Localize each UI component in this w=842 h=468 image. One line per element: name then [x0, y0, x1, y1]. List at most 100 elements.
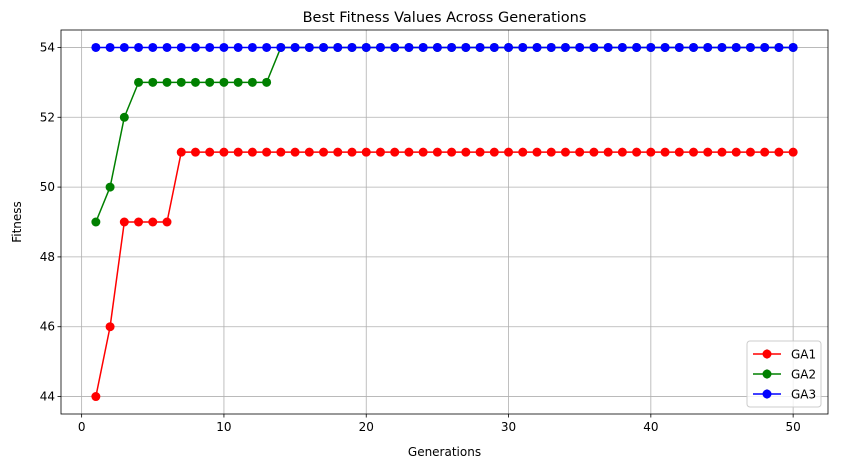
- data-point-ga1: [745, 147, 755, 157]
- legend-label: GA2: [791, 368, 816, 382]
- data-point-ga3: [731, 42, 741, 52]
- legend-item-ga3: GA3: [753, 388, 816, 402]
- data-point-ga3: [589, 42, 599, 52]
- data-point-ga1: [504, 147, 514, 157]
- legend: GA1 GA2 GA3: [746, 340, 822, 408]
- data-point-ga1: [731, 147, 741, 157]
- data-point-ga3: [375, 42, 385, 52]
- data-point-ga3: [276, 42, 286, 52]
- data-point-ga3: [461, 42, 471, 52]
- data-point-ga1: [176, 147, 186, 157]
- y-tick-label: 44: [40, 390, 55, 404]
- x-tick-label: 20: [359, 420, 374, 434]
- data-point-ga3: [689, 42, 699, 52]
- data-point-ga3: [504, 42, 514, 52]
- data-point-ga2: [119, 112, 129, 122]
- data-point-ga3: [219, 42, 229, 52]
- data-point-ga2: [162, 77, 172, 87]
- data-point-ga3: [390, 42, 400, 52]
- data-point-ga1: [404, 147, 414, 157]
- data-point-ga1: [703, 147, 713, 157]
- axis-ticks: 0 10 20 30 40 50 44 46 48 50 52 54: [40, 40, 801, 434]
- data-point-ga1: [134, 217, 144, 227]
- series-ga3: [91, 42, 798, 52]
- data-point-ga3: [532, 42, 542, 52]
- legend-marker: [762, 349, 772, 359]
- data-point-ga1: [760, 147, 770, 157]
- x-tick-label: 30: [501, 420, 516, 434]
- data-point-ga3: [674, 42, 684, 52]
- data-point-ga3: [518, 42, 528, 52]
- data-point-ga1: [262, 147, 272, 157]
- data-point-ga2: [134, 77, 144, 87]
- series-layer: [91, 42, 798, 402]
- data-point-ga3: [745, 42, 755, 52]
- data-point-ga1: [632, 147, 642, 157]
- legend-item-ga2: GA2: [753, 368, 816, 382]
- data-point-ga3: [319, 42, 329, 52]
- data-point-ga1: [489, 147, 499, 157]
- data-point-ga1: [689, 147, 699, 157]
- data-point-ga3: [176, 42, 186, 52]
- y-axis-title: Fitness: [10, 201, 24, 243]
- x-axis-title: Generations: [408, 445, 481, 459]
- data-point-ga2: [148, 77, 158, 87]
- data-point-ga3: [617, 42, 627, 52]
- data-point-ga1: [546, 147, 556, 157]
- data-point-ga2: [219, 77, 229, 87]
- data-point-ga1: [290, 147, 300, 157]
- data-point-ga1: [148, 217, 158, 227]
- data-point-ga1: [390, 147, 400, 157]
- data-point-ga1: [276, 147, 286, 157]
- data-point-ga1: [319, 147, 329, 157]
- data-point-ga1: [119, 217, 129, 227]
- data-point-ga3: [148, 42, 158, 52]
- data-point-ga1: [461, 147, 471, 157]
- data-point-ga1: [247, 147, 257, 157]
- data-point-ga1: [774, 147, 784, 157]
- data-point-ga2: [205, 77, 215, 87]
- legend-label: GA3: [791, 388, 816, 402]
- data-point-ga3: [603, 42, 613, 52]
- data-point-ga1: [646, 147, 656, 157]
- data-point-ga3: [233, 42, 243, 52]
- data-point-ga3: [262, 42, 272, 52]
- data-point-ga3: [560, 42, 570, 52]
- y-tick-label: 50: [40, 180, 55, 194]
- data-point-ga1: [575, 147, 585, 157]
- data-point-ga2: [247, 77, 257, 87]
- data-point-ga1: [560, 147, 570, 157]
- data-point-ga1: [518, 147, 528, 157]
- data-point-ga1: [361, 147, 371, 157]
- x-tick-label: 50: [785, 420, 800, 434]
- data-point-ga2: [233, 77, 243, 87]
- legend-marker: [762, 389, 772, 399]
- data-point-ga1: [190, 147, 200, 157]
- data-point-ga3: [703, 42, 713, 52]
- x-tick-label: 40: [643, 420, 658, 434]
- data-point-ga3: [660, 42, 670, 52]
- data-point-ga3: [646, 42, 656, 52]
- y-tick-label: 54: [40, 40, 55, 54]
- data-point-ga1: [105, 322, 115, 332]
- data-point-ga3: [475, 42, 485, 52]
- legend-item-ga1: GA1: [753, 348, 816, 362]
- data-point-ga1: [233, 147, 243, 157]
- data-point-ga3: [432, 42, 442, 52]
- data-point-ga3: [575, 42, 585, 52]
- data-point-ga2: [262, 77, 272, 87]
- data-point-ga3: [788, 42, 798, 52]
- data-point-ga3: [105, 42, 115, 52]
- data-point-ga3: [333, 42, 343, 52]
- data-point-ga3: [162, 42, 172, 52]
- data-point-ga3: [489, 42, 499, 52]
- data-point-ga3: [290, 42, 300, 52]
- data-point-ga3: [190, 42, 200, 52]
- data-point-ga3: [404, 42, 414, 52]
- data-point-ga1: [674, 147, 684, 157]
- data-point-ga3: [347, 42, 357, 52]
- data-point-ga2: [190, 77, 200, 87]
- legend-marker: [762, 369, 772, 379]
- data-point-ga3: [119, 42, 129, 52]
